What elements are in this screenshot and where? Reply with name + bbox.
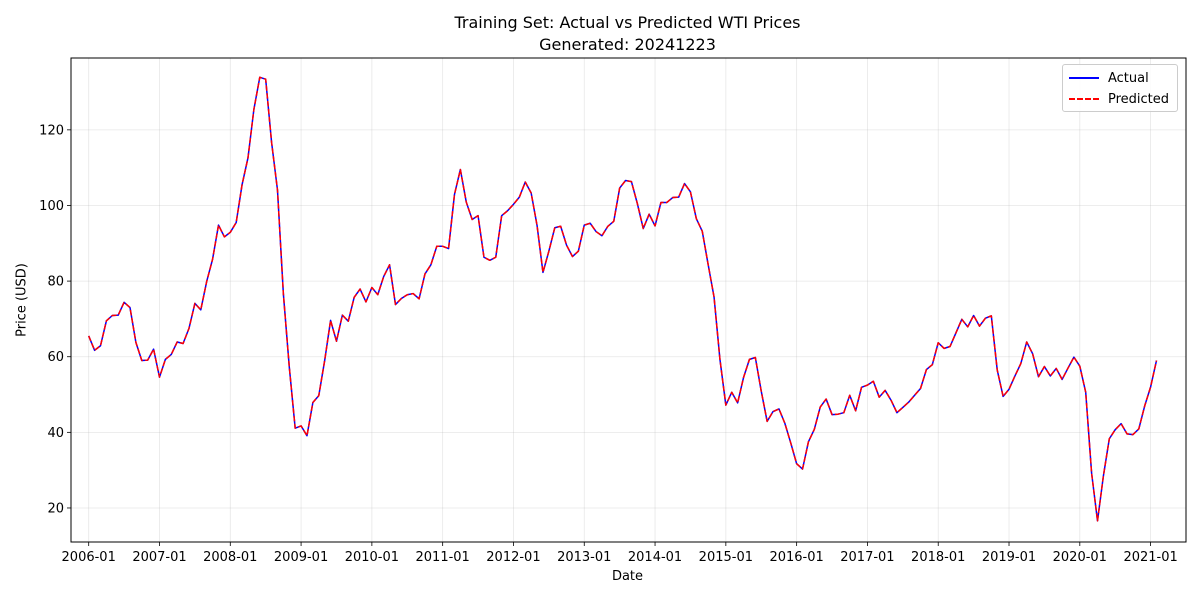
y-axis-label: Price (USD) bbox=[14, 263, 30, 337]
x-tick-label: 2018-01 bbox=[911, 550, 965, 565]
chart-legend: Actual Predicted bbox=[1062, 64, 1178, 112]
series-line-actual bbox=[88, 76, 1158, 522]
x-axis-ticks: 2006-01 2007-01 2008-01 2009-01 2010-01 2011-… bbox=[62, 542, 1178, 565]
legend-swatch-predicted bbox=[1069, 98, 1099, 100]
chart-subtitle: Generated: 20241223 bbox=[539, 35, 716, 54]
x-tick-label: 2016-01 bbox=[769, 550, 823, 565]
y-tick-label: 20 bbox=[47, 501, 64, 516]
plot-frame bbox=[70, 57, 1187, 543]
x-tick-label: 2014-01 bbox=[628, 550, 682, 565]
x-tick-label: 2011-01 bbox=[416, 550, 470, 565]
x-tick-label: 2010-01 bbox=[345, 550, 399, 565]
legend-entry-actual: Actual bbox=[1069, 69, 1149, 87]
x-tick-label: 2007-01 bbox=[132, 550, 186, 565]
x-tick-label: 2015-01 bbox=[699, 550, 753, 565]
y-tick-label: 100 bbox=[39, 199, 64, 214]
x-tick-label: 2021-01 bbox=[1123, 550, 1177, 565]
legend-swatch-actual bbox=[1069, 77, 1099, 79]
x-tick-label: 2017-01 bbox=[840, 550, 894, 565]
legend-label-predicted: Predicted bbox=[1108, 91, 1170, 107]
x-tick-label: 2008-01 bbox=[203, 550, 257, 565]
y-tick-label: 40 bbox=[47, 426, 64, 441]
grid-lines bbox=[71, 58, 1186, 542]
chart-title: Training Set: Actual vs Predicted WTI Pr… bbox=[454, 13, 801, 32]
x-tick-label: 2013-01 bbox=[557, 550, 611, 565]
y-tick-label: 80 bbox=[47, 275, 64, 290]
x-tick-label: 2012-01 bbox=[486, 550, 540, 565]
x-tick-label: 2020-01 bbox=[1053, 550, 1107, 565]
y-axis-ticks: 20 40 60 80 100 120 bbox=[39, 123, 71, 516]
x-tick-label: 2006-01 bbox=[62, 550, 116, 565]
series-line-predicted bbox=[88, 76, 1158, 522]
legend-entry-predicted: Predicted bbox=[1069, 90, 1169, 108]
y-tick-label: 120 bbox=[39, 123, 64, 138]
y-tick-label: 60 bbox=[47, 350, 64, 365]
series-lines bbox=[88, 76, 1158, 522]
legend-label-actual: Actual bbox=[1108, 70, 1149, 86]
x-tick-label: 2019-01 bbox=[982, 550, 1036, 565]
x-axis-label: Date bbox=[611, 569, 644, 584]
x-tick-label: 2009-01 bbox=[274, 550, 328, 565]
